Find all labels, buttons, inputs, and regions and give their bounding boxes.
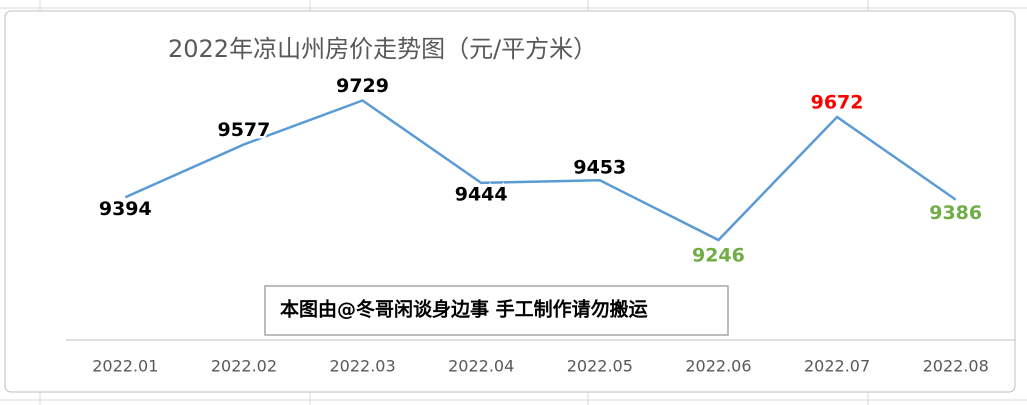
data-label: 9577: [217, 119, 270, 141]
data-label: 9453: [573, 157, 626, 179]
chart-area: [4, 10, 1016, 393]
data-label: 9386: [929, 202, 982, 224]
data-label: 9394: [99, 198, 152, 220]
chart-title: 2022年凉山州房价走势图（元/平方米）: [168, 35, 597, 63]
x-tick-label: 2022.03: [329, 357, 395, 376]
watermark: 本图由@冬哥闲谈身边事 手工制作请勿搬运: [280, 298, 648, 321]
x-tick-label: 2022.04: [448, 357, 514, 376]
line: [124, 99, 957, 242]
data-label: 9729: [336, 75, 389, 97]
data-label: 9672: [811, 91, 864, 113]
x-tick-label: 2022.02: [211, 357, 277, 376]
x-tick-label: 2022.07: [804, 357, 870, 376]
watermark-box: [264, 285, 729, 336]
x-tick-label: 2022.08: [923, 357, 989, 376]
data-label: 9444: [455, 183, 508, 205]
x-tick-label: 2022.06: [685, 357, 751, 376]
x-tick-label: 2022.05: [567, 357, 633, 376]
x-tick-label: 2022.01: [92, 357, 158, 376]
data-label: 9246: [692, 245, 745, 267]
